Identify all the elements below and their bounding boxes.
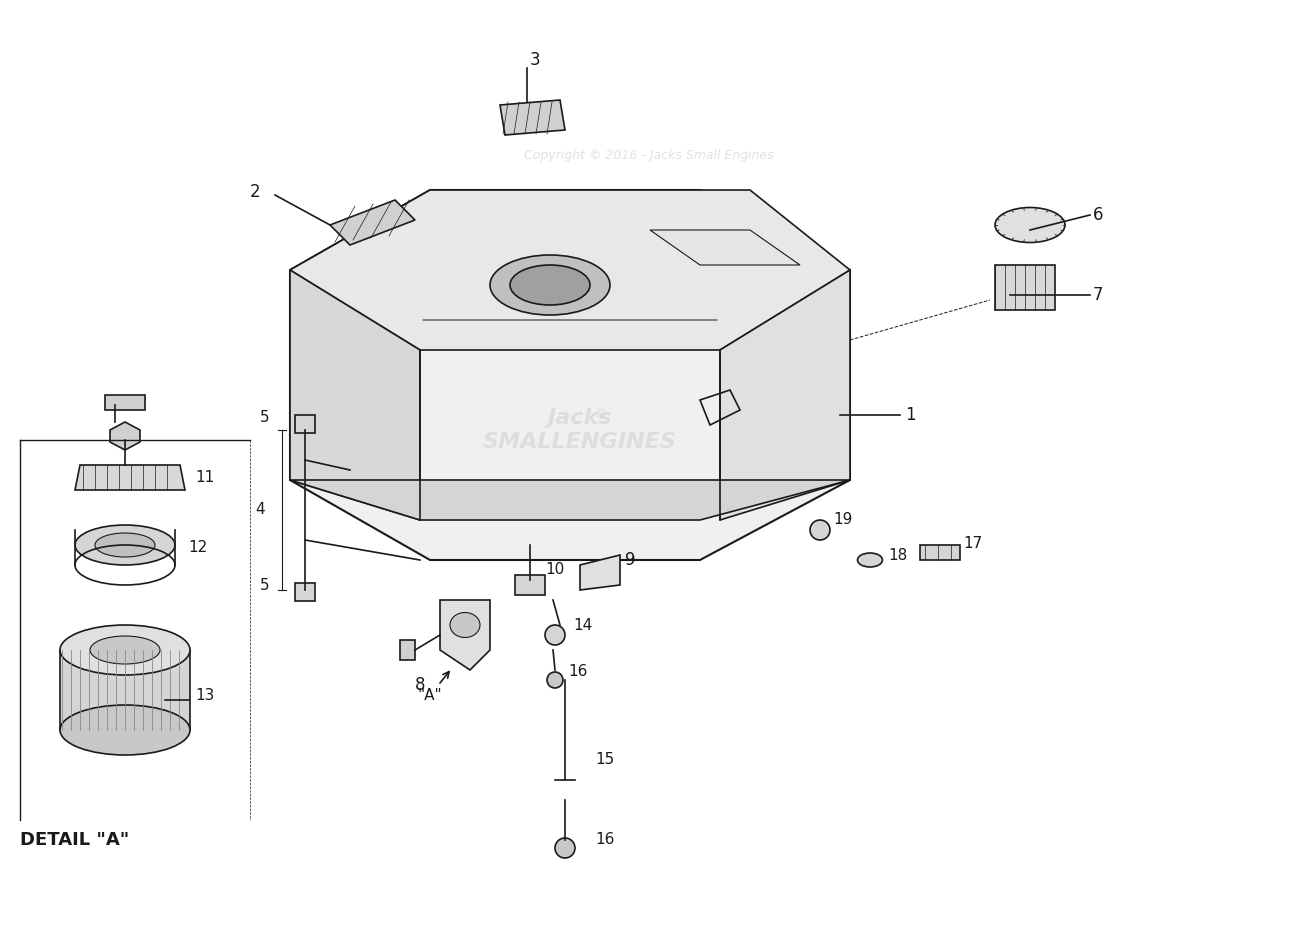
Polygon shape (330, 200, 414, 245)
Ellipse shape (60, 705, 190, 755)
Bar (995, 265, 1055, 310)
Text: 14: 14 (573, 618, 592, 632)
Bar (105, 395, 145, 410)
Text: 5: 5 (260, 410, 270, 425)
Ellipse shape (995, 207, 1065, 242)
Ellipse shape (490, 255, 611, 315)
Circle shape (555, 838, 575, 858)
Text: 9: 9 (625, 551, 635, 569)
Polygon shape (400, 640, 414, 660)
Ellipse shape (95, 533, 155, 557)
Ellipse shape (75, 525, 175, 565)
Text: 4: 4 (256, 502, 265, 517)
Bar (295, 583, 314, 601)
Polygon shape (290, 190, 850, 350)
Circle shape (547, 672, 562, 688)
Bar (60, 650, 190, 730)
Text: 19: 19 (833, 512, 852, 528)
Ellipse shape (449, 612, 481, 638)
Bar (514, 575, 546, 595)
Text: 10: 10 (546, 562, 564, 577)
Circle shape (546, 625, 565, 645)
Polygon shape (650, 230, 800, 265)
Text: 12: 12 (188, 541, 208, 556)
Polygon shape (920, 545, 960, 560)
Polygon shape (290, 190, 850, 560)
Text: 8: 8 (414, 676, 426, 694)
Text: ©: © (594, 408, 607, 422)
Polygon shape (500, 100, 565, 135)
Text: 16: 16 (568, 664, 587, 679)
Text: 13: 13 (195, 688, 214, 703)
Polygon shape (440, 600, 490, 670)
Text: 11: 11 (195, 470, 214, 485)
Circle shape (811, 520, 830, 540)
Text: DETAIL "A": DETAIL "A" (19, 831, 129, 849)
Ellipse shape (90, 636, 160, 664)
Text: 16: 16 (595, 833, 614, 848)
Text: 1: 1 (905, 406, 916, 424)
Text: Copyright © 2016 - Jacks Small Engines: Copyright © 2016 - Jacks Small Engines (523, 149, 774, 161)
Text: 7: 7 (1092, 286, 1103, 304)
Text: 2: 2 (249, 183, 260, 201)
Text: 15: 15 (595, 753, 614, 768)
Polygon shape (290, 480, 850, 520)
Polygon shape (110, 422, 140, 450)
Text: 18: 18 (889, 547, 907, 562)
Ellipse shape (511, 265, 590, 305)
Bar (295, 415, 314, 433)
Text: 17: 17 (963, 535, 982, 550)
Text: 6: 6 (1092, 206, 1103, 224)
Polygon shape (579, 555, 620, 590)
Text: Jacks
SMALLENGINES: Jacks SMALLENGINES (483, 409, 677, 451)
Text: 5: 5 (260, 577, 270, 593)
Polygon shape (290, 270, 420, 520)
Ellipse shape (857, 553, 882, 567)
Text: 3: 3 (530, 51, 540, 69)
Polygon shape (75, 465, 184, 490)
Polygon shape (720, 270, 850, 520)
Ellipse shape (60, 625, 190, 675)
Text: "A": "A" (418, 672, 449, 703)
